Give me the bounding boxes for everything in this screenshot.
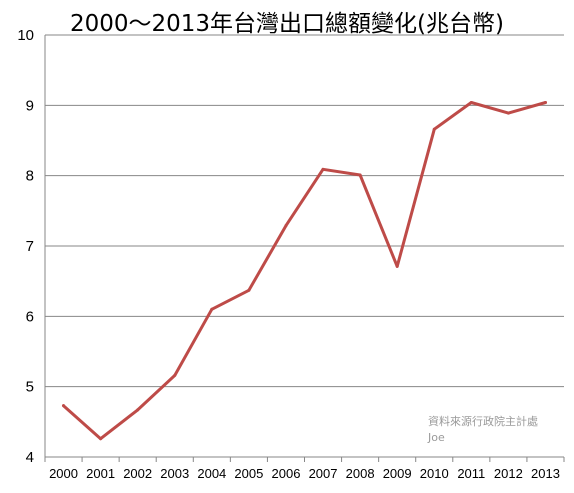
x-tick-label: 2010 xyxy=(420,466,449,481)
x-tick-label: 2009 xyxy=(383,466,412,481)
x-tick-label: 2000 xyxy=(49,466,78,481)
data-point xyxy=(432,127,436,131)
data-point xyxy=(321,167,325,171)
series-line xyxy=(62,101,547,441)
y-tick-label: 4 xyxy=(26,449,34,466)
y-tick-label: 6 xyxy=(26,308,34,325)
y-tick-label: 7 xyxy=(26,238,34,255)
x-tick-label: 2002 xyxy=(123,466,152,481)
source-note: 資料來源行政院主計處 xyxy=(428,414,538,428)
x-tick-label: 2011 xyxy=(457,466,485,481)
data-point xyxy=(543,101,547,105)
data-point xyxy=(358,173,362,177)
data-point xyxy=(99,437,103,441)
x-tick-label: 2003 xyxy=(160,466,189,481)
x-tick-label: 2012 xyxy=(494,466,523,481)
data-point xyxy=(247,288,251,292)
data-point xyxy=(506,111,510,115)
y-tick-label: 5 xyxy=(26,379,34,396)
x-tick-label: 2007 xyxy=(309,466,338,481)
x-tick-label: 2013 xyxy=(531,466,560,481)
y-tick-label: 10 xyxy=(17,27,34,44)
x-tick-label: 2008 xyxy=(346,466,375,481)
data-point xyxy=(469,101,473,105)
data-point xyxy=(284,224,288,228)
x-tick-label: 2004 xyxy=(197,466,226,481)
data-point xyxy=(395,264,399,268)
y-tick-label: 8 xyxy=(26,168,34,185)
x-tick-label: 2006 xyxy=(272,466,301,481)
data-point xyxy=(62,404,66,408)
x-tick-label: 2005 xyxy=(234,466,263,481)
author-note: Joe xyxy=(427,431,445,444)
data-point xyxy=(136,408,140,412)
data-point xyxy=(210,307,214,311)
data-point xyxy=(173,373,177,377)
y-tick-label: 9 xyxy=(26,97,34,114)
x-tick-label: 2001 xyxy=(86,466,115,481)
chart-title: 2000～2013年台灣出口總額變化(兆台幣) xyxy=(69,11,504,37)
